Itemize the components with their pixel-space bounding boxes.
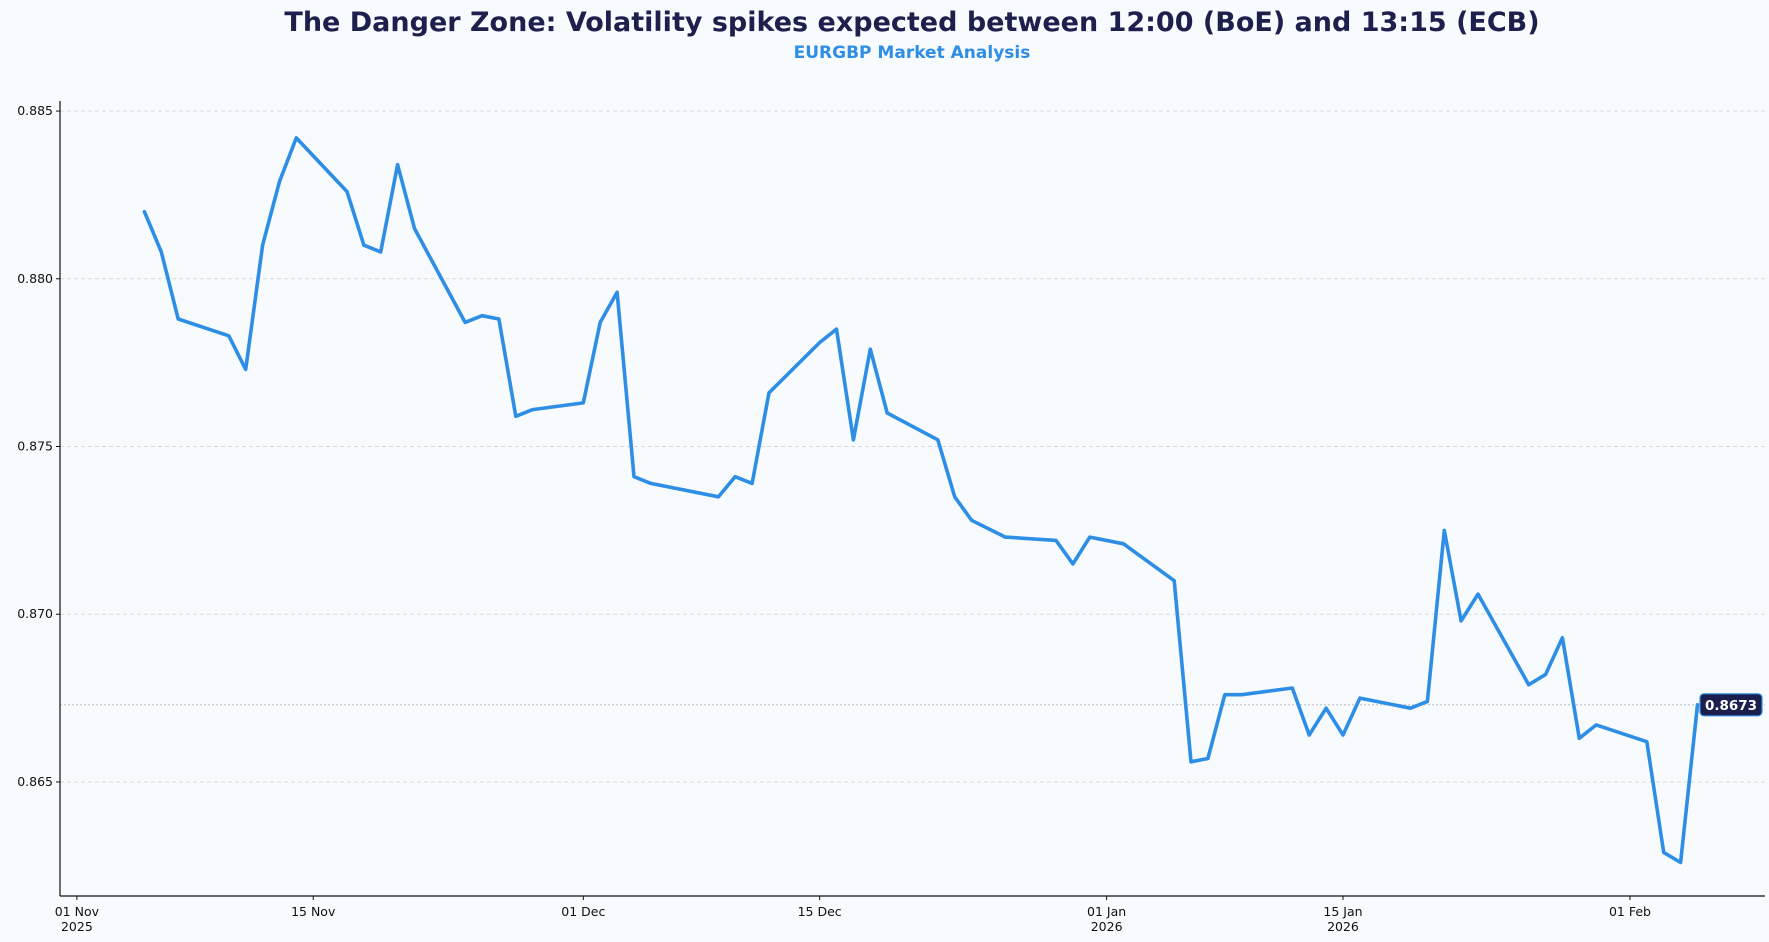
- chart-subtitle: EURGBP Market Analysis: [794, 43, 1031, 63]
- y-tick-label: 0.885: [17, 103, 53, 118]
- last-value-label: 0.8673: [1705, 698, 1757, 714]
- chart-title: The Danger Zone: Volatility spikes expec…: [284, 7, 1539, 38]
- x-tick-label: 2026: [1091, 919, 1123, 934]
- y-tick-label: 0.870: [17, 606, 53, 621]
- data-points: [144, 138, 1697, 863]
- x-tick-label: 01 Feb: [1609, 904, 1651, 919]
- last-value-badge-bg: [1699, 693, 1763, 717]
- last-value-badge: 0.8673: [1699, 693, 1763, 717]
- x-tick-label: 01 Nov: [55, 904, 100, 919]
- y-tick-label: 0.865: [17, 774, 53, 789]
- y-axis: 0.865 0.870 0.875 0.880 0.885: [17, 103, 60, 789]
- gridlines: [60, 110, 1765, 783]
- x-tick-label: 15 Dec: [798, 904, 842, 919]
- y-tick-label: 0.880: [17, 271, 53, 286]
- series-line: [142, 136, 1700, 865]
- x-tick-label: 01 Dec: [561, 904, 605, 919]
- x-tick-label: 15 Nov: [291, 904, 336, 919]
- x-tick-label: 15 Jan: [1323, 904, 1362, 919]
- x-tick-label: 2026: [1327, 919, 1359, 934]
- x-tick-label: 2025: [61, 919, 93, 934]
- y-tick-label: 0.875: [17, 439, 53, 454]
- x-tick-label: 01 Jan: [1087, 904, 1126, 919]
